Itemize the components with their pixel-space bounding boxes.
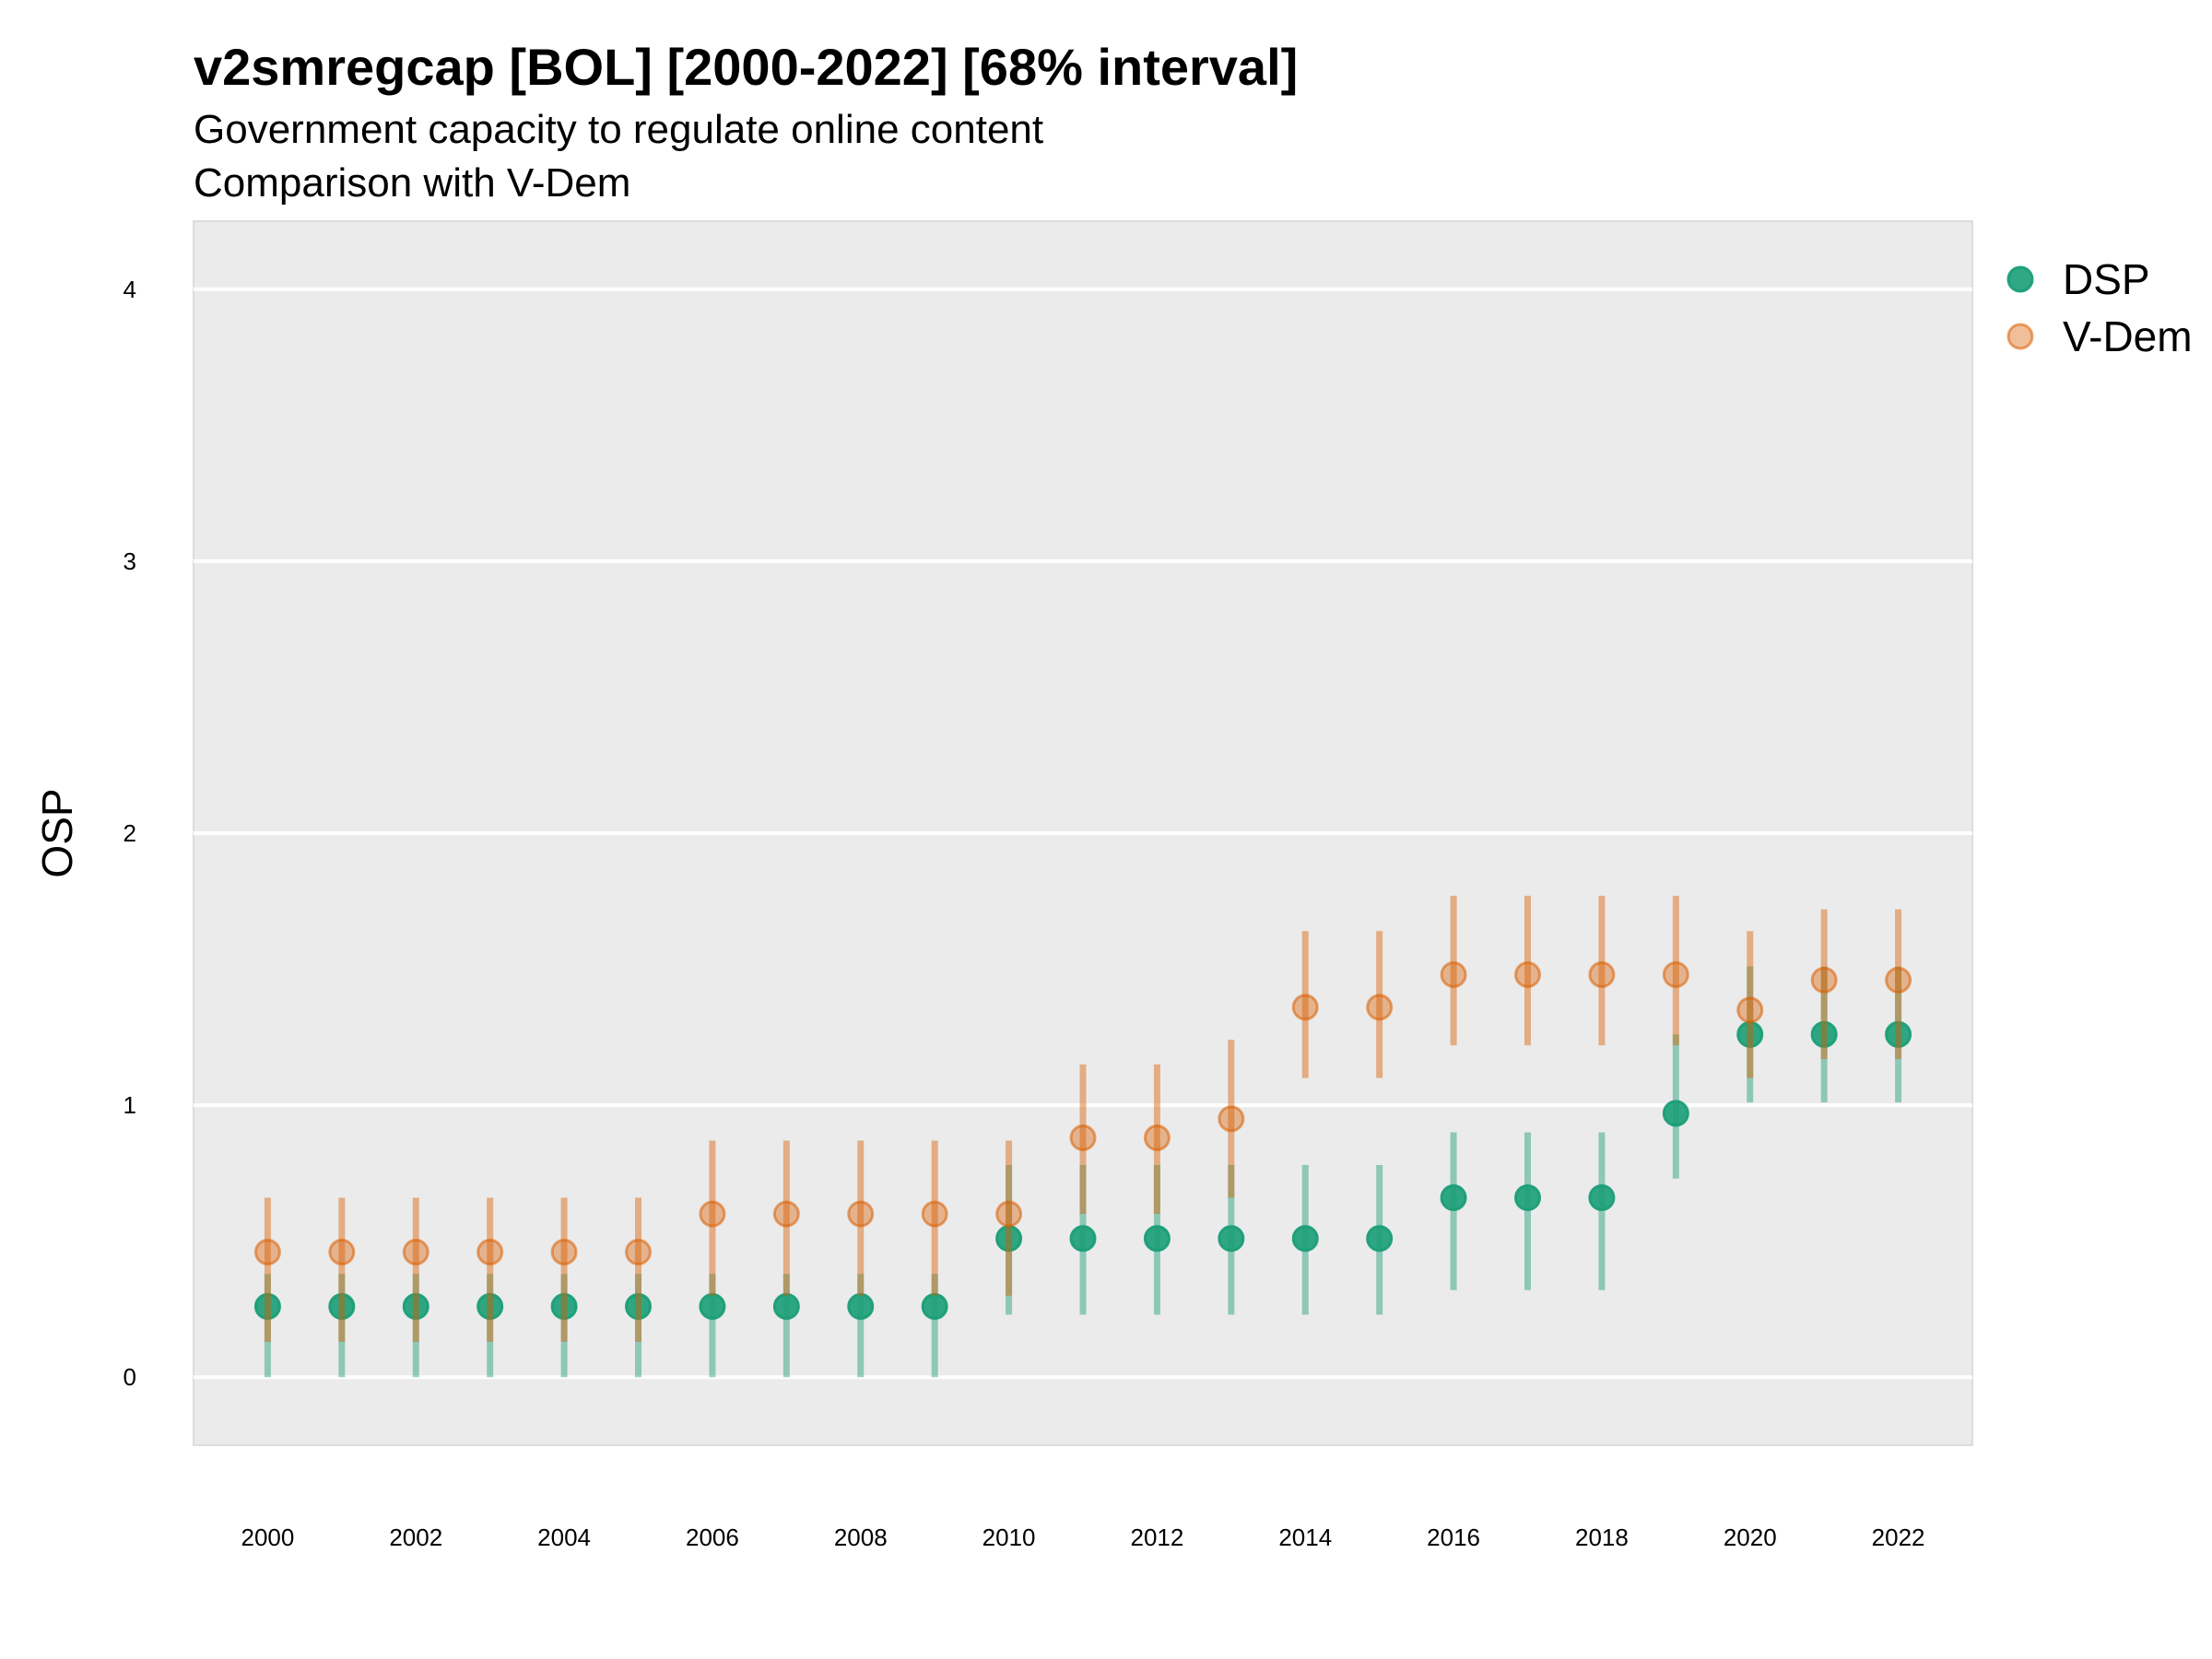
point-dsp <box>1662 1100 1689 1127</box>
point-v-dem <box>995 1200 1023 1228</box>
x-tick-label: 2000 <box>241 1524 294 1551</box>
point-dsp <box>1291 1225 1319 1253</box>
x-tick-label: 2012 <box>1130 1524 1183 1551</box>
point-dsp <box>1366 1225 1394 1253</box>
point-dsp <box>1440 1183 1467 1211</box>
point-dsp <box>1069 1225 1097 1253</box>
point-v-dem <box>847 1200 875 1228</box>
legend: DSP V-Dem <box>2006 255 2193 360</box>
point-dsp <box>550 1292 578 1320</box>
x-tick-label: 2022 <box>1872 1524 1925 1551</box>
point-v-dem <box>1810 966 1838 994</box>
point-dsp <box>772 1292 800 1320</box>
point-dsp <box>253 1292 281 1320</box>
y-tick-label: 2 <box>124 819 136 847</box>
point-v-dem <box>1291 994 1319 1021</box>
point-v-dem <box>1885 966 1912 994</box>
x-tick-label: 2020 <box>1724 1524 1777 1551</box>
y-axis-label: OSP <box>33 788 81 877</box>
point-dsp <box>847 1292 875 1320</box>
y-axis-ticks: 0 1 2 3 4 <box>124 276 136 1391</box>
point-dsp <box>1588 1183 1616 1211</box>
point-v-dem <box>1588 960 1616 988</box>
point-dsp <box>328 1292 356 1320</box>
point-v-dem <box>699 1200 726 1228</box>
point-v-dem <box>625 1238 652 1265</box>
x-tick-label: 2014 <box>1278 1524 1332 1551</box>
point-v-dem <box>1069 1124 1097 1152</box>
point-dsp <box>1810 1020 1838 1048</box>
x-tick-label: 2002 <box>389 1524 442 1551</box>
point-v-dem <box>477 1238 504 1265</box>
x-tick-label: 2008 <box>834 1524 888 1551</box>
point-dsp <box>1514 1183 1541 1211</box>
point-v-dem <box>1662 960 1689 988</box>
chart-subtitle-line-1: Government capacity to regulate online c… <box>194 107 1043 152</box>
y-tick-label: 3 <box>124 547 136 575</box>
x-tick-label: 2006 <box>686 1524 739 1551</box>
y-tick-label: 0 <box>124 1363 136 1391</box>
point-dsp <box>625 1292 652 1320</box>
point-v-dem <box>550 1238 578 1265</box>
chart-title: v2smregcap [BOL] [2000-2022] [68% interv… <box>194 38 1298 96</box>
point-v-dem <box>1514 960 1541 988</box>
point-v-dem <box>921 1200 948 1228</box>
point-dsp <box>477 1292 504 1320</box>
point-dsp <box>921 1292 948 1320</box>
x-tick-label: 2016 <box>1427 1524 1480 1551</box>
y-tick-label: 4 <box>124 276 136 303</box>
point-v-dem <box>1366 994 1394 1021</box>
x-axis-ticks: 2000 2002 2004 2006 2008 2010 2012 2014 2016 2018… <box>241 1524 1924 1551</box>
y-tick-label: 1 <box>124 1091 136 1119</box>
point-v-dem <box>402 1238 429 1265</box>
point-dsp <box>1885 1020 1912 1048</box>
point-dsp <box>1143 1225 1171 1253</box>
point-v-dem <box>772 1200 800 1228</box>
series-v-dem <box>253 895 1912 1342</box>
legend-key-v-dem <box>2006 323 2034 350</box>
point-v-dem <box>1143 1124 1171 1152</box>
legend-key-dsp <box>2006 265 2034 293</box>
x-tick-label: 2010 <box>982 1524 1036 1551</box>
data-marks <box>253 895 1912 1378</box>
series-dsp <box>253 966 1912 1378</box>
point-dsp <box>699 1292 726 1320</box>
legend-label-v-dem: V-Dem <box>2063 312 2193 360</box>
point-dsp <box>402 1292 429 1320</box>
point-dsp <box>1218 1225 1245 1253</box>
point-v-dem <box>1736 996 1764 1024</box>
point-v-dem <box>328 1238 356 1265</box>
legend-label-dsp: DSP <box>2063 255 2150 303</box>
point-v-dem <box>253 1238 281 1265</box>
x-tick-label: 2018 <box>1575 1524 1629 1551</box>
x-tick-label: 2004 <box>537 1524 591 1551</box>
chart-subtitle-line-2: Comparison with V-Dem <box>194 160 630 206</box>
point-v-dem <box>1218 1105 1245 1133</box>
point-v-dem <box>1440 960 1467 988</box>
